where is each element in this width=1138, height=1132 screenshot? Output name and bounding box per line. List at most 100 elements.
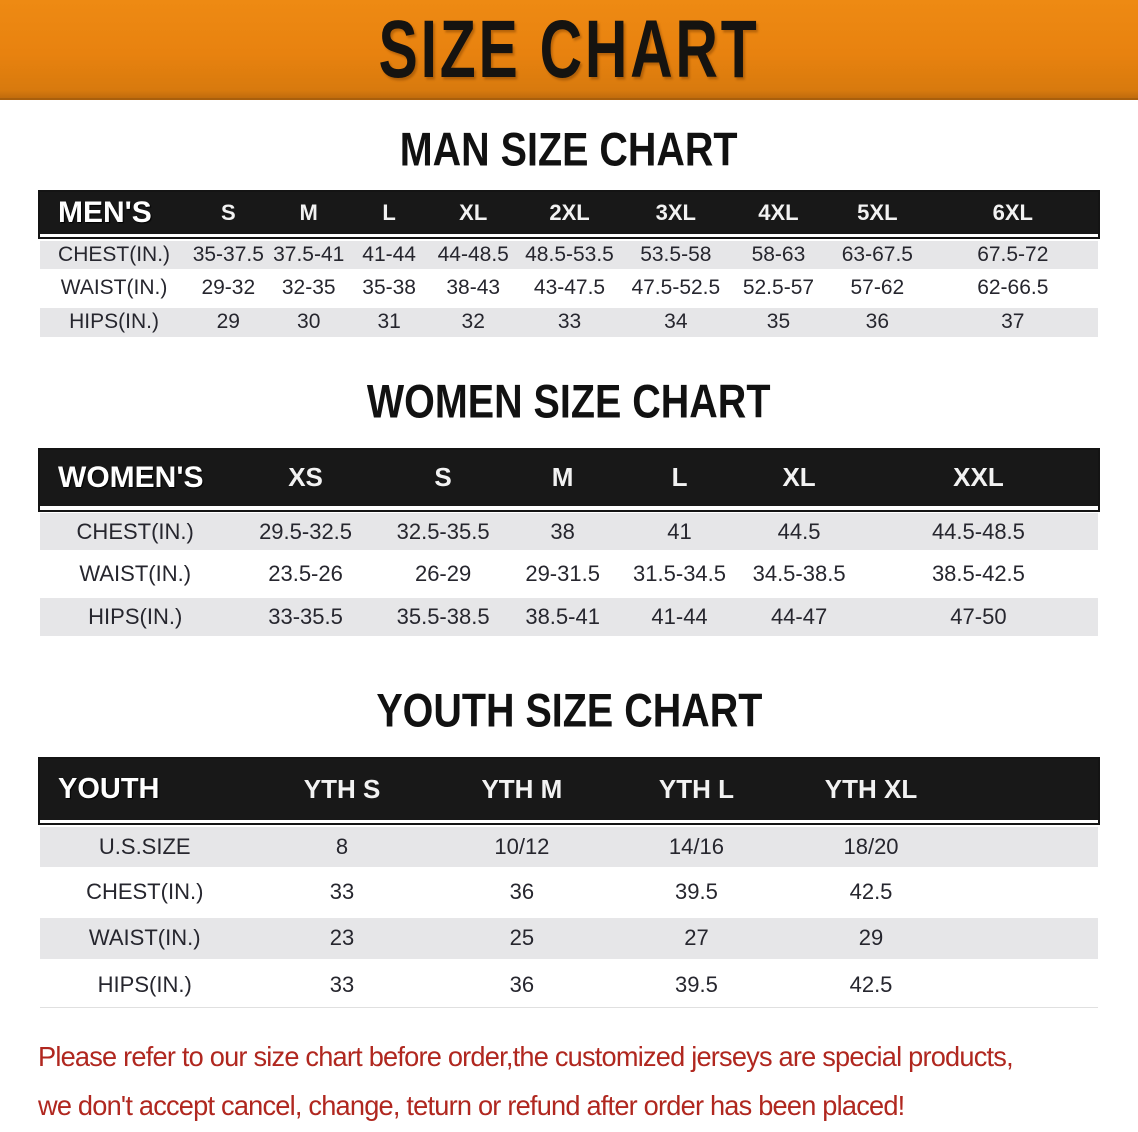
cell: 36: [827, 305, 928, 342]
column-header: S: [380, 449, 506, 510]
cell: 44-47: [739, 595, 859, 641]
cell: [958, 961, 1098, 1008]
cell: 44.5: [739, 506, 859, 555]
cell: 35: [729, 305, 828, 342]
table-row: WAIST(IN.) 23 25 27 29: [40, 915, 1098, 964]
cell: 42.5: [783, 961, 959, 1008]
banner-title: SIZE CHART: [378, 2, 760, 96]
row-label: WAIST(IN.): [40, 915, 250, 964]
youth-section: YOUTH SIZE CHART YOUTH YTH S YTH M YTH L YTH…: [0, 684, 1138, 1008]
cell: 39.5: [609, 961, 784, 1008]
column-header: 3XL: [621, 192, 730, 237]
table-title-cell: YOUTH: [40, 759, 250, 823]
column-header: YTH S: [249, 759, 435, 823]
cell: 44.5-48.5: [858, 506, 1098, 555]
cell: 10/12: [434, 819, 610, 872]
table-row: HIPS(IN.) 29 30 31 32 33 34 35 36 37: [40, 305, 1098, 342]
header-row: WOMEN'S XS S M L XL XXL: [38, 447, 1100, 512]
column-header: XL: [429, 192, 518, 237]
cell: 33: [249, 869, 435, 918]
cell: 18/20: [783, 819, 959, 872]
man-section-heading: MAN SIZE CHART: [400, 123, 738, 176]
cell: [958, 869, 1098, 918]
women-section: WOMEN SIZE CHART WOMEN'S XS S M L XL XXL CHEST(…: [0, 374, 1138, 641]
cell: 34: [621, 305, 730, 342]
women-size-table: WOMEN'S XS S M L XL XXL CHEST(IN.) 29.5-32.5 32.5…: [38, 447, 1100, 641]
cell: 23.5-26: [230, 552, 381, 598]
cell: 29.5-32.5: [230, 506, 381, 555]
disclaimer: Please refer to our size chart before or…: [0, 1032, 1138, 1130]
youth-section-heading: YOUTH SIZE CHART: [375, 684, 763, 737]
cell: 25: [434, 915, 610, 964]
column-header: M: [505, 449, 620, 510]
cell: 23: [249, 915, 435, 964]
man-size-table: MEN'S S M L XL 2XL 3XL 4XL 5XL 6XL CHEST(IN.) 35-37…: [38, 190, 1100, 342]
header-row: YOUTH YTH S YTH M YTH L YTH XL: [38, 757, 1100, 825]
row-label: U.S.SIZE: [40, 819, 250, 872]
table-row: CHEST(IN.) 35-37.5 37.5-41 41-44 44-48.5 48.5…: [40, 233, 1098, 274]
disclaimer-line-2: we don't accept cancel, change, teturn o…: [38, 1089, 905, 1121]
table-row: HIPS(IN.) 33-35.5 35.5-38.5 38.5-41 41-44 44-…: [40, 595, 1098, 641]
man-section: MAN SIZE CHART MEN'S S M L XL 2XL 3XL 4XL 5XL 6XL…: [0, 123, 1138, 342]
cell: 42.5: [783, 869, 959, 918]
cell: 31: [348, 305, 430, 342]
column-header: XS: [230, 449, 381, 510]
cell: 36: [434, 961, 610, 1008]
cell: 38.5-41: [505, 595, 620, 641]
row-label: WAIST(IN.): [40, 271, 189, 308]
cell: 67.5-72: [927, 233, 1098, 274]
cell: [958, 915, 1098, 964]
cell: 29: [188, 305, 269, 342]
column-header: 4XL: [729, 192, 828, 237]
column-header: YTH L: [609, 759, 784, 823]
cell: 32: [429, 305, 518, 342]
column-header: L: [619, 449, 740, 510]
column-header: 2XL: [517, 192, 622, 237]
table-row: CHEST(IN.) 29.5-32.5 32.5-35.5 38 41 44.5 44.5…: [40, 506, 1098, 555]
cell: 47.5-52.5: [621, 271, 730, 308]
column-header: XL: [739, 449, 859, 510]
cell: 26-29: [380, 552, 506, 598]
cell: 8: [249, 819, 435, 872]
cell: 41-44: [619, 595, 740, 641]
youth-size-table: YOUTH YTH S YTH M YTH L YTH XL U.S.SIZE 8 10/12…: [38, 757, 1100, 1008]
cell: 30: [268, 305, 349, 342]
cell: 44-48.5: [429, 233, 518, 274]
disclaimer-line-1: Please refer to our size chart before or…: [38, 1040, 1014, 1072]
cell: 35-38: [348, 271, 430, 308]
cell: 29-32: [188, 271, 269, 308]
column-header: YTH XL: [783, 759, 959, 823]
cell: 32-35: [268, 271, 349, 308]
cell: 29-31.5: [505, 552, 620, 598]
cell: 35-37.5: [188, 233, 269, 274]
row-label: HIPS(IN.): [40, 961, 250, 1008]
cell: 41: [619, 506, 740, 555]
women-section-heading: WOMEN SIZE CHART: [367, 374, 771, 428]
row-label: CHEST(IN.): [40, 869, 250, 918]
row-label: HIPS(IN.): [40, 595, 231, 641]
cell: 38-43: [429, 271, 518, 308]
row-label: WAIST(IN.): [40, 552, 231, 598]
cell: 38.5-42.5: [858, 552, 1098, 598]
column-header: S: [188, 192, 269, 237]
cell: 47-50: [858, 595, 1098, 641]
table-row: WAIST(IN.) 29-32 32-35 35-38 38-43 43-47.5 47.…: [40, 271, 1098, 308]
cell: 31.5-34.5: [619, 552, 740, 598]
cell: 33: [249, 961, 435, 1008]
cell: 34.5-38.5: [739, 552, 859, 598]
cell: 37: [927, 305, 1098, 342]
table-row: WAIST(IN.) 23.5-26 26-29 29-31.5 31.5-34.5 34…: [40, 552, 1098, 598]
cell: 35.5-38.5: [380, 595, 506, 641]
column-header: M: [268, 192, 349, 237]
column-header: 5XL: [827, 192, 928, 237]
cell: 52.5-57: [729, 271, 828, 308]
row-label: CHEST(IN.): [40, 233, 189, 274]
cell: 62-66.5: [927, 271, 1098, 308]
cell: 33-35.5: [230, 595, 381, 641]
column-header: XXL: [858, 449, 1098, 510]
row-label: CHEST(IN.): [40, 506, 231, 555]
size-chart-banner: SIZE CHART: [0, 0, 1138, 100]
table-row: HIPS(IN.) 33 36 39.5 42.5: [40, 961, 1098, 1008]
table-row: U.S.SIZE 8 10/12 14/16 18/20: [40, 819, 1098, 872]
column-header: L: [348, 192, 430, 237]
